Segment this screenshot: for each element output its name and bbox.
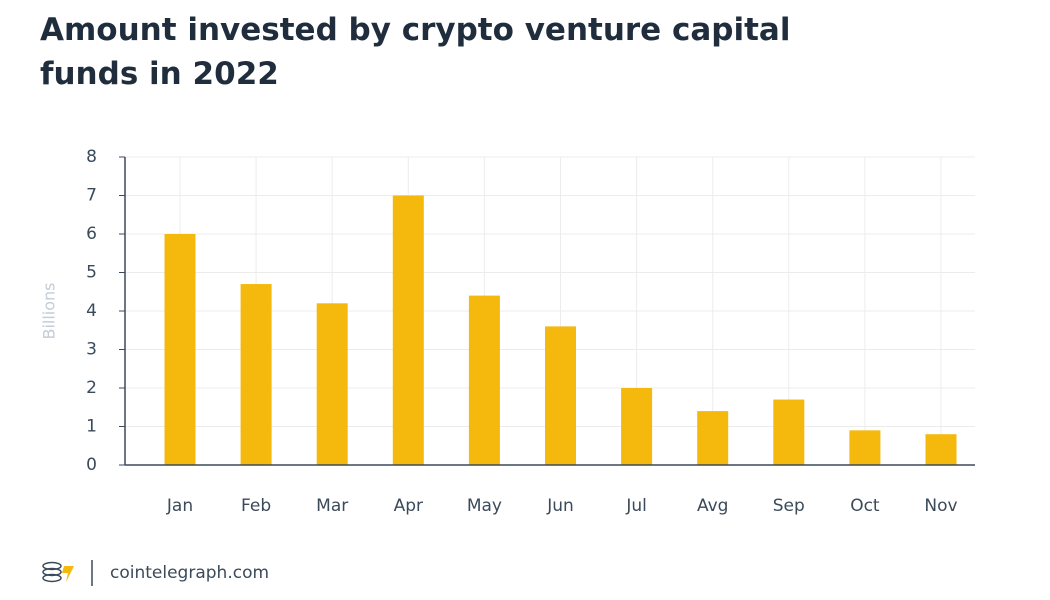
bar (164, 234, 196, 465)
y-tick-label: 4 (86, 301, 97, 321)
bar (392, 195, 424, 465)
y-tick-label: 0 (86, 455, 97, 475)
x-tick-label: Jun (546, 496, 574, 516)
bar (545, 326, 576, 465)
source: cointelegraph.com (110, 563, 269, 583)
bar (240, 284, 272, 465)
bar (316, 303, 348, 465)
y-tick-label: 8 (86, 147, 97, 167)
x-tick-label: Jul (625, 496, 647, 516)
bar (621, 388, 653, 465)
x-tick-label: Feb (241, 496, 271, 516)
x-tick-label: Jan (166, 496, 193, 516)
title-box: Amount invested by crypto venture capita… (40, 12, 791, 92)
x-tick-label: Apr (394, 496, 423, 516)
bar (925, 434, 957, 465)
x-tick-label: Oct (850, 496, 880, 516)
y-axis-label: Billions (40, 282, 59, 339)
x-tick-label: Sep (773, 496, 805, 516)
y-tick-label: 6 (86, 224, 97, 244)
bar (468, 295, 500, 465)
y-tick-label: 5 (86, 263, 97, 283)
y-tick-label: 1 (86, 417, 97, 437)
bar (773, 399, 805, 465)
bar (697, 411, 729, 465)
y-tick-label: 3 (86, 340, 97, 360)
x-tick-label: Avg (697, 496, 729, 516)
chart-title: Amount invested by crypto venture capita… (40, 12, 791, 92)
x-tick-label: May (467, 496, 502, 516)
y-tick-label: 2 (86, 378, 97, 398)
logo (42, 560, 93, 586)
x-tick-label: Mar (316, 496, 348, 516)
bar (849, 430, 881, 465)
x-tick-label: Nov (924, 496, 957, 516)
y-tick-label: 7 (86, 186, 97, 206)
